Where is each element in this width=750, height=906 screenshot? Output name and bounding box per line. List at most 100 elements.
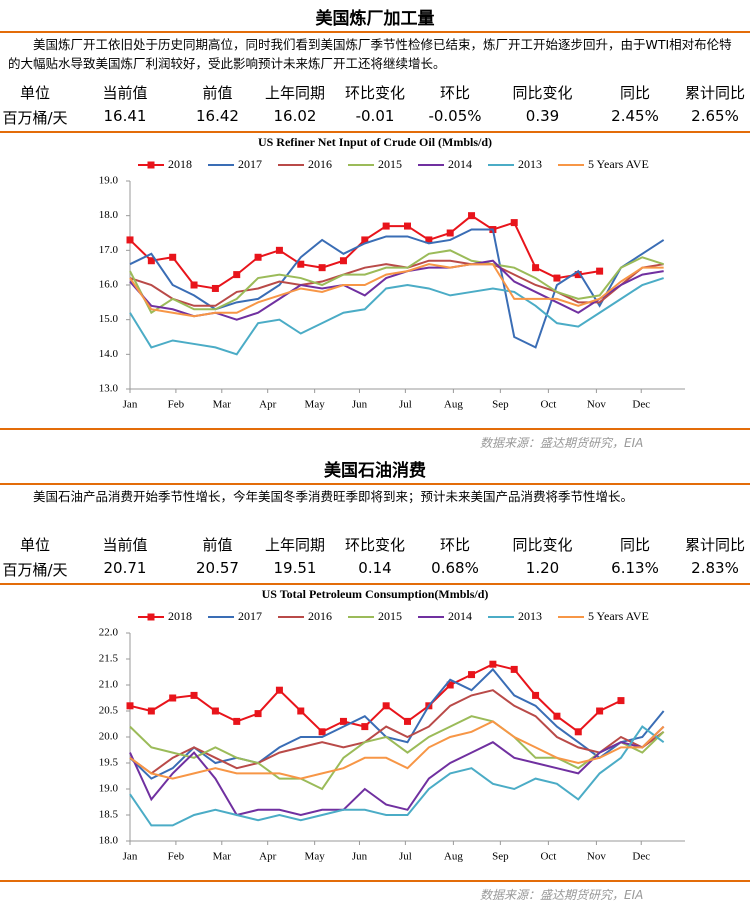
y-tick-label: 19.0	[99, 175, 119, 187]
x-tick-label: Sep	[492, 399, 509, 411]
y-tick-label: 21.5	[99, 653, 119, 665]
table-cell: 同比变化	[512, 84, 573, 102]
x-tick-label: Jul	[399, 399, 412, 411]
legend-label: 2013	[518, 157, 542, 171]
table-row: 百万桶/天 20.71 20.57 19.51 0.14 0.68% 1.20 6.13% 2.…	[0, 559, 750, 580]
series-line	[129, 249, 664, 315]
table-cell: 同比变化	[512, 536, 573, 554]
table-header: 单位 当前值 前值 上年同期 环比变化 环比 同比变化 同比 累计同比	[0, 534, 750, 555]
marker	[318, 264, 326, 272]
table-cell: 百万桶/天	[2, 109, 68, 127]
legend-label: 2015	[378, 609, 402, 623]
table-cell: 0.39	[525, 107, 560, 125]
chart-title: US Refiner Net Input of Crude Oil (Mmbls…	[258, 135, 492, 149]
table-cell: 上年同期	[264, 84, 325, 102]
y-tick-label: 20.0	[99, 731, 119, 743]
table-cell: 累计同比	[684, 536, 745, 554]
marker	[147, 707, 155, 715]
marker	[190, 691, 198, 699]
table-cell: 环比变化	[344, 84, 405, 102]
marker	[510, 219, 518, 227]
marker	[489, 660, 497, 668]
marker	[297, 707, 305, 715]
x-tick-label: May	[305, 851, 326, 863]
x-tick-label: Jan	[123, 399, 138, 411]
table-cell: 单位	[19, 84, 50, 102]
marker	[147, 257, 155, 265]
x-tick-label: Apr	[259, 399, 276, 411]
rule	[0, 31, 750, 33]
x-tick-label: Sep	[492, 851, 509, 863]
marker	[468, 212, 476, 220]
marker	[211, 707, 219, 715]
marker	[574, 271, 582, 279]
table-cell: 环比	[439, 84, 470, 102]
marker	[275, 686, 283, 694]
table-cell: 当前值	[102, 536, 148, 554]
legend-label: 2014	[448, 157, 472, 171]
x-tick-label: Oct	[540, 399, 556, 411]
marker	[532, 691, 540, 699]
source: 数据来源：盛达期货研究，EIA	[480, 436, 644, 450]
marker	[553, 274, 561, 282]
x-tick-label: Dec	[632, 851, 650, 863]
table-header: 单位 当前值 前值 上年同期 环比变化 环比 同比变化 同比 累计同比	[0, 82, 750, 103]
series-line	[129, 667, 665, 780]
x-tick-label: Jan	[123, 851, 138, 863]
x-tick-label: Aug	[444, 851, 463, 863]
x-tick-label: Nov	[587, 851, 606, 863]
rule	[0, 880, 750, 882]
y-tick-label: 18.5	[99, 809, 119, 821]
legend-label: 2016	[308, 157, 332, 171]
table-cell: 环比变化	[344, 536, 405, 554]
table-cell: 6.13%	[611, 559, 659, 577]
marker	[339, 257, 347, 265]
table-row: 百万桶/天 16.41 16.42 16.02 -0.01 -0.05% 0.39 2.45%…	[0, 107, 750, 128]
source: 数据来源：盛达期货研究，EIA	[480, 888, 644, 902]
table-cell: -0.05%	[428, 107, 482, 125]
marker	[532, 264, 540, 272]
chart-title: US Total Petroleum Consumption(Mmbls/d)	[262, 587, 489, 601]
marker	[254, 710, 262, 718]
y-tick-label: 18.0	[99, 209, 119, 221]
section: 美国石油消费 美国石油产品消费开始季节性增长，今年美国冬季消费旺季即将到来；预计…	[0, 452, 750, 904]
marker	[169, 694, 177, 702]
y-tick-label: 20.5	[99, 705, 119, 717]
series-line	[129, 689, 665, 775]
y-tick-label: 14.0	[99, 348, 119, 360]
table-cell: 19.51	[273, 559, 317, 577]
rule	[0, 583, 750, 585]
x-tick-label: Jun	[352, 851, 368, 863]
series-line	[129, 214, 600, 290]
legend-label: 2014	[448, 609, 472, 623]
legend-label: 2013	[518, 609, 542, 623]
table-cell: 2.83%	[691, 559, 739, 577]
marker	[404, 222, 411, 230]
table-cell: 16.42	[196, 107, 239, 125]
section-title: 美国石油消费	[324, 461, 426, 481]
table-cell: 16.02	[273, 107, 317, 125]
table-cell: 1.20	[525, 559, 560, 577]
section: 美国炼厂加工量 美国炼厂开工依旧处于历史同期高位，同时我们看到美国炼厂季节性检修…	[0, 0, 750, 452]
x-tick-label: Feb	[168, 399, 185, 411]
x-tick-label: Mar	[213, 851, 232, 863]
x-tick-label: Feb	[168, 851, 185, 863]
table-cell: 同比	[619, 536, 650, 554]
marker	[211, 284, 219, 292]
marker	[446, 229, 454, 237]
marker	[510, 665, 518, 673]
series-line	[129, 725, 665, 827]
table-cell: 20.57	[196, 559, 239, 577]
marker	[425, 236, 433, 244]
chart: US Total Petroleum Consumption(Mmbls/d) 1…	[99, 587, 685, 863]
section-title: 美国炼厂加工量	[315, 9, 435, 29]
marker	[361, 723, 369, 731]
legend-label: 2015	[378, 157, 402, 171]
table-cell: 0.68%	[431, 559, 479, 577]
x-tick-label: Aug	[444, 399, 463, 411]
legend-label: 2018	[168, 609, 192, 623]
legend-label: 2016	[308, 609, 332, 623]
marker	[190, 281, 198, 289]
x-tick-label: Mar	[213, 399, 232, 411]
